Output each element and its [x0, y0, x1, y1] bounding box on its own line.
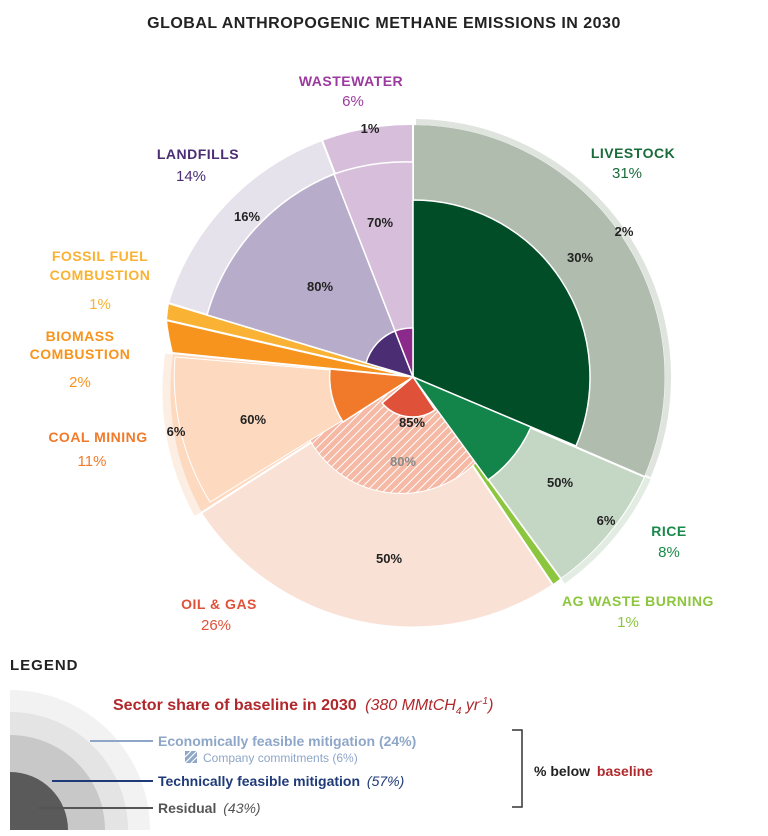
company-commitments-icon — [184, 750, 198, 764]
residual-wedges — [328, 199, 591, 482]
coal-economic-label: 6% — [167, 424, 186, 439]
rice-technical-label: 50% — [547, 475, 573, 490]
legend-company-label: Company commitments (6%) — [203, 751, 358, 765]
rice-economic-band — [561, 476, 651, 584]
legend-technical: Technically feasible mitigation (57%) — [158, 773, 404, 789]
coal-residual-wedge — [328, 368, 416, 424]
rice-residual-wedge — [410, 375, 532, 482]
legend-bracket — [512, 729, 523, 808]
landfills-share: 14% — [176, 168, 206, 185]
landfills-name: LANDFILLS — [157, 146, 239, 162]
fossil-fuel-name-line1: FOSSIL FUEL — [52, 248, 148, 264]
livestock-technical-label: 30% — [567, 250, 593, 265]
fossil-fuel-name-line2: COMBUSTION — [50, 267, 151, 283]
oil-gas-outer-wedge — [199, 375, 555, 629]
livestock-economic-band — [415, 119, 671, 478]
wastewater-economic-label: 1% — [361, 121, 380, 136]
legend-baseline: Sector share of baseline in 2030 (380 MM… — [113, 696, 493, 717]
chart-title: GLOBAL ANTHROPOGENIC METHANE EMISSIONS I… — [147, 15, 621, 32]
inner-labels: 2% 30% 50% 6% 50% 85% 80% 60% 6% 16% 80%… — [167, 121, 634, 566]
oil-gas-share: 26% — [201, 617, 231, 634]
oil-gas-technical-label: 85% — [399, 415, 425, 430]
wastewater-name: WASTEWATER — [299, 73, 403, 89]
oil-gas-name: OIL & GAS — [181, 596, 257, 612]
rice-share: 8% — [658, 544, 680, 561]
legend: LEGEND Sector share of baseline in 2030 … — [10, 657, 653, 830]
coal-economic-band — [162, 353, 202, 516]
livestock-name: LIVESTOCK — [591, 145, 675, 161]
wastewater-technical-label: 70% — [367, 215, 393, 230]
wastewater-technical-wedge — [333, 161, 414, 378]
sector-labels: WASTEWATER 6% LANDFILLS 14% LIVESTOCK 31… — [30, 73, 714, 634]
coal-mining-share: 11% — [78, 453, 107, 470]
landfills-economic-label: 16% — [234, 209, 260, 224]
livestock-share: 31% — [612, 165, 642, 182]
rice-economic-label: 6% — [597, 513, 616, 528]
fossil-fuel-share: 1% — [89, 296, 111, 313]
biomass-name-line1: BIOMASS — [46, 328, 115, 344]
wastewater-residual-wedge — [394, 327, 414, 378]
coal-mining-name: COAL MINING — [48, 429, 147, 445]
oil-gas-company-label: 80% — [390, 454, 416, 469]
ag-waste-name: AG WASTE BURNING — [562, 593, 714, 609]
legend-bracket-label: % below baseline — [534, 763, 653, 779]
ag-waste-share: 1% — [617, 614, 639, 631]
rice-name: RICE — [651, 523, 686, 539]
oil-gas-residual-wedge — [380, 375, 437, 418]
legend-rings-icon — [10, 690, 150, 830]
livestock-residual-wedge — [412, 199, 591, 447]
landfills-technical-label: 80% — [307, 279, 333, 294]
biomass-name-line2: COMBUSTION — [30, 346, 131, 362]
legend-economic-label: Economically feasible mitigation (24%) — [158, 733, 416, 749]
biomass-share: 2% — [69, 374, 91, 391]
livestock-economic-label: 2% — [615, 224, 634, 239]
landfills-technical-wedge — [206, 173, 415, 379]
legend-heading: LEGEND — [10, 657, 79, 674]
oil-gas-economic-label: 50% — [376, 551, 402, 566]
legend-residual: Residual (43%) — [158, 800, 261, 816]
wastewater-share: 6% — [342, 93, 364, 110]
coal-technical-label: 60% — [240, 412, 266, 427]
